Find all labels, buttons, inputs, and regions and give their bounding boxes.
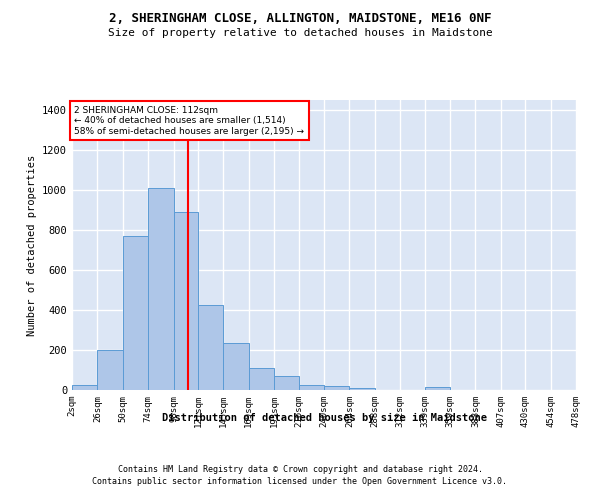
Bar: [274, 376, 299, 390]
Bar: [148, 188, 173, 390]
Bar: [324, 386, 349, 390]
Text: Contains HM Land Registry data © Crown copyright and database right 2024.: Contains HM Land Registry data © Crown c…: [118, 465, 482, 474]
Y-axis label: Number of detached properties: Number of detached properties: [26, 154, 37, 336]
Text: Size of property relative to detached houses in Maidstone: Size of property relative to detached ho…: [107, 28, 493, 38]
Bar: [299, 384, 324, 390]
Bar: [173, 212, 198, 390]
Bar: [249, 368, 274, 390]
Bar: [97, 350, 123, 390]
Bar: [198, 305, 223, 390]
Text: 2 SHERINGHAM CLOSE: 112sqm
← 40% of detached houses are smaller (1,514)
58% of s: 2 SHERINGHAM CLOSE: 112sqm ← 40% of deta…: [74, 106, 304, 136]
Text: 2, SHERINGHAM CLOSE, ALLINGTON, MAIDSTONE, ME16 0NF: 2, SHERINGHAM CLOSE, ALLINGTON, MAIDSTON…: [109, 12, 491, 26]
Bar: [123, 236, 148, 390]
Text: Contains public sector information licensed under the Open Government Licence v3: Contains public sector information licen…: [92, 478, 508, 486]
Bar: [72, 385, 97, 390]
Bar: [223, 343, 249, 390]
Text: Distribution of detached houses by size in Maidstone: Distribution of detached houses by size …: [161, 412, 487, 422]
Bar: [425, 387, 450, 390]
Bar: [349, 388, 375, 390]
